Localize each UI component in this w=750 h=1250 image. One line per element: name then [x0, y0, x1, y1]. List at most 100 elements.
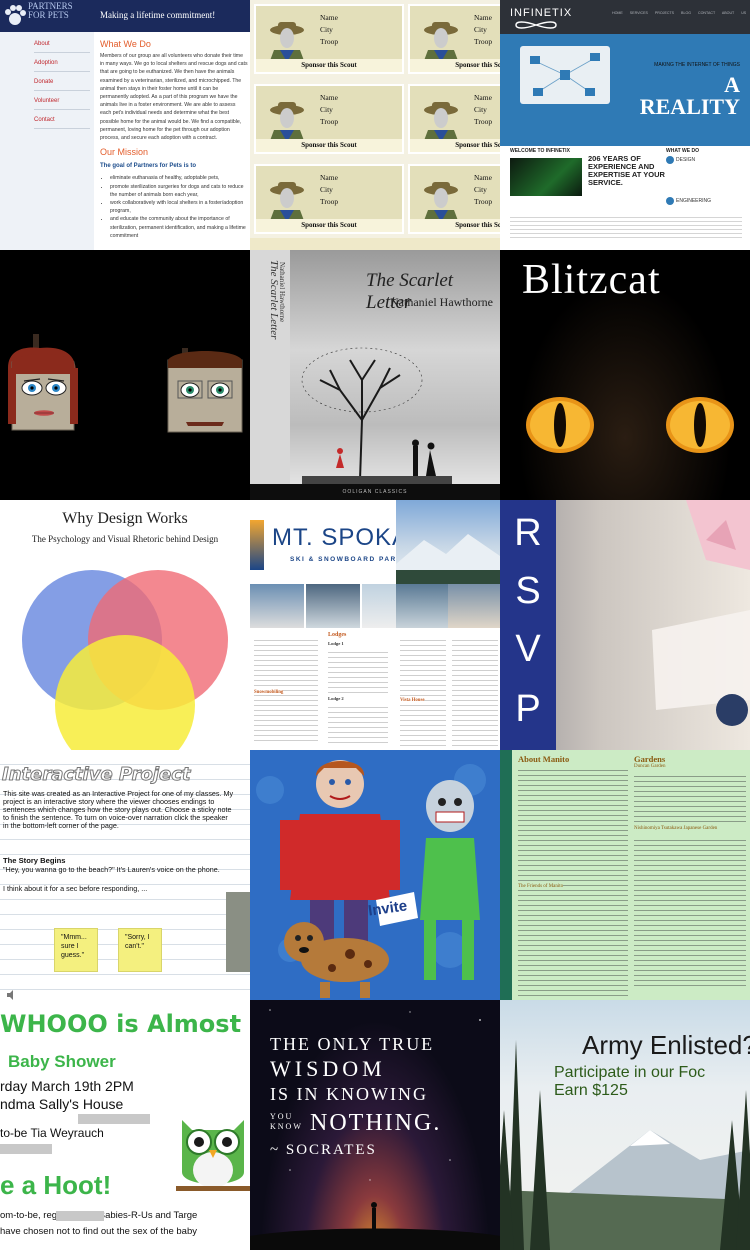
- list-item: work collaboratively with local shelters…: [110, 199, 248, 215]
- redacted-block: [0, 1144, 52, 1154]
- sponsor-label[interactable]: Sponsor this Scout: [410, 219, 500, 232]
- design-label: DESIGN: [676, 157, 696, 163]
- tree-scene-illustration: [250, 250, 452, 500]
- wisdom-quote-thumbnail[interactable]: THE ONLY TRUE WISDOM IS IN KNOWING YOU K…: [250, 1000, 500, 1250]
- invite-drawing-thumbnail[interactable]: Invite: [250, 750, 500, 1000]
- mission-heading: Our Mission: [100, 147, 149, 158]
- sponsor-label[interactable]: Sponsor this Scout: [410, 59, 500, 72]
- army-enlisted-thumbnail[interactable]: Army Enlisted? Participate in our Foc Ea…: [500, 1000, 750, 1250]
- publisher-label: OOLIGAN CLASSICS: [250, 484, 500, 500]
- site-navbar: [500, 0, 750, 34]
- site-menu[interactable]: HOME SERVICES PROJECTS BLOG CONTACT ABOU…: [612, 11, 747, 15]
- nav-volunteer[interactable]: Volunteer: [34, 91, 90, 110]
- scarlet-letter-cover-thumbnail[interactable]: The Scarlet Letter Nathaniel Hawthorne T…: [250, 250, 500, 500]
- scout-info: Name City Troop: [474, 173, 493, 206]
- quote-line2: WISDOM: [270, 1056, 386, 1081]
- story-quote: "Hey, you wanna go to the beach?" It's L…: [3, 865, 220, 874]
- mt-spokane-thumbnail[interactable]: MT. SPOKANE SKI & SNOWBOARD PARK Lodges …: [250, 500, 500, 750]
- nav-contact[interactable]: Contact: [34, 110, 90, 129]
- scout-sponsor-thumbnail[interactable]: Name City Troop Sponsor this Scout Name Cit…: [250, 0, 500, 250]
- baby-shower-thumbnail[interactable]: WHOOO is Almost Due! Baby Shower rday Ma…: [0, 1000, 250, 1250]
- partners-for-pets-thumbnail[interactable]: PARTNERS FOR PETS Making a lifetime commi…: [0, 0, 250, 250]
- sex-text: have chosen not to find out the sex of t…: [0, 1226, 197, 1237]
- project-intro: This site was created as an Interactive …: [3, 789, 234, 831]
- scout-silhouette-icon: [268, 102, 306, 146]
- sponsor-label[interactable]: Sponsor this Scout: [256, 59, 402, 72]
- nav-about[interactable]: About: [34, 34, 90, 53]
- house-photo: [396, 584, 448, 628]
- network-diagram: [520, 46, 610, 104]
- lodge-photo: [250, 584, 304, 628]
- goal-list: eliminate euthanasia of healthy, adoptab…: [100, 174, 248, 240]
- rsvp-letter: V: [515, 628, 541, 670]
- lodge2-heading: Lodge 2: [328, 696, 344, 701]
- goal-heading: The goal of Partners for Pets is to: [100, 163, 197, 170]
- text-column: [634, 836, 746, 986]
- mountain-photo: [396, 500, 500, 584]
- sidebar: [0, 32, 94, 250]
- list-item: promote sterilization surgeries for dogs…: [110, 183, 248, 199]
- site-logo: PARTNERS FOR PETS: [28, 1, 73, 20]
- text-column: [452, 636, 498, 746]
- infinetix-thumbnail[interactable]: INFINETIX HOME SERVICES PROJECTS BLOG CO…: [500, 0, 750, 250]
- duncan-heading: Duncan Garden: [634, 764, 666, 769]
- nav-adoption[interactable]: Adoption: [34, 53, 90, 72]
- quote-author: ~ SOCRATES: [270, 1142, 377, 1158]
- blitzcat-cover-thumbnail[interactable]: Blitzcat: [500, 250, 750, 500]
- interactive-project-thumbnail[interactable]: Interactive Project This site was create…: [0, 750, 250, 1000]
- book-title: The Scarlet Letter: [366, 270, 454, 313]
- engineering-label: ENGINEERING: [676, 198, 712, 204]
- sponsor-label[interactable]: Sponsor this Scout: [256, 139, 402, 152]
- sticky-note-option[interactable]: "Sorry, I can't.": [118, 928, 162, 972]
- text-column: [634, 772, 746, 822]
- spine-title: The Scarlet Letter: [268, 260, 280, 340]
- scout-info: Name City Troop: [320, 173, 339, 206]
- list-item: and educate the community about the impo…: [110, 215, 248, 240]
- sponsor-label[interactable]: Sponsor this Scout: [256, 219, 402, 232]
- venn-diagram: [22, 570, 228, 750]
- blitzcat-title: Blitzcat: [522, 257, 661, 303]
- quote-line3: IS IN KNOWING: [270, 1084, 428, 1104]
- what-we-do-text: Members of our group are all volunteers …: [100, 53, 248, 142]
- sponsor-label[interactable]: Sponsor this Scout: [410, 139, 500, 152]
- sticky-note-option[interactable]: "Mmm... sure I guess.": [54, 928, 98, 972]
- text-column: [254, 636, 318, 742]
- decorative-strip: [500, 750, 512, 1000]
- owl-icon: [176, 1120, 250, 1191]
- story-heading: The Story Begins: [3, 856, 66, 865]
- brand-logo[interactable]: INFINETIX: [510, 7, 573, 19]
- site-header: [0, 0, 250, 32]
- card-strip: [250, 238, 500, 250]
- lodges-heading: Lodges: [328, 632, 347, 638]
- rsvp-thumbnail[interactable]: R S V P: [500, 500, 750, 750]
- rsvp-letter: R: [514, 512, 542, 554]
- quote-nothing: NOTHING.: [310, 1110, 442, 1136]
- text-column: [400, 636, 446, 746]
- what-we-do-heading: What We Do: [100, 39, 151, 49]
- japanese-garden-heading: Nishinomiya Tsutakawa Japanese Garden: [634, 826, 718, 831]
- nav-donate[interactable]: Donate: [34, 72, 90, 91]
- speaker-icon[interactable]: [6, 990, 16, 1000]
- text-column: [328, 703, 388, 745]
- lodge1-heading: Lodge 1: [328, 641, 344, 646]
- body-text-placeholder: [510, 214, 742, 240]
- book-author: Nathaniel Hawthorne: [390, 295, 493, 309]
- rsvp-letter: P: [515, 688, 541, 730]
- about-manito-thumbnail[interactable]: About Manito The Friends of Manito Garde…: [500, 750, 750, 1000]
- vista-heading: Vista House: [400, 698, 425, 703]
- hero-banner: MAKING THE INTERNET OF THINGS A REALITY: [500, 34, 750, 146]
- snow-photo: [362, 584, 396, 628]
- robot-characters-illustration: [8, 334, 243, 433]
- robot-animation-thumbnail[interactable]: [0, 250, 250, 500]
- child-drawing-illustration: [256, 760, 486, 998]
- snowmobiling-heading: Snowmobiling: [254, 690, 284, 695]
- army-title: Army Enlisted?: [582, 1030, 750, 1060]
- why-design-works-thumbnail[interactable]: Why Design Works The Psychology and Visu…: [0, 500, 250, 750]
